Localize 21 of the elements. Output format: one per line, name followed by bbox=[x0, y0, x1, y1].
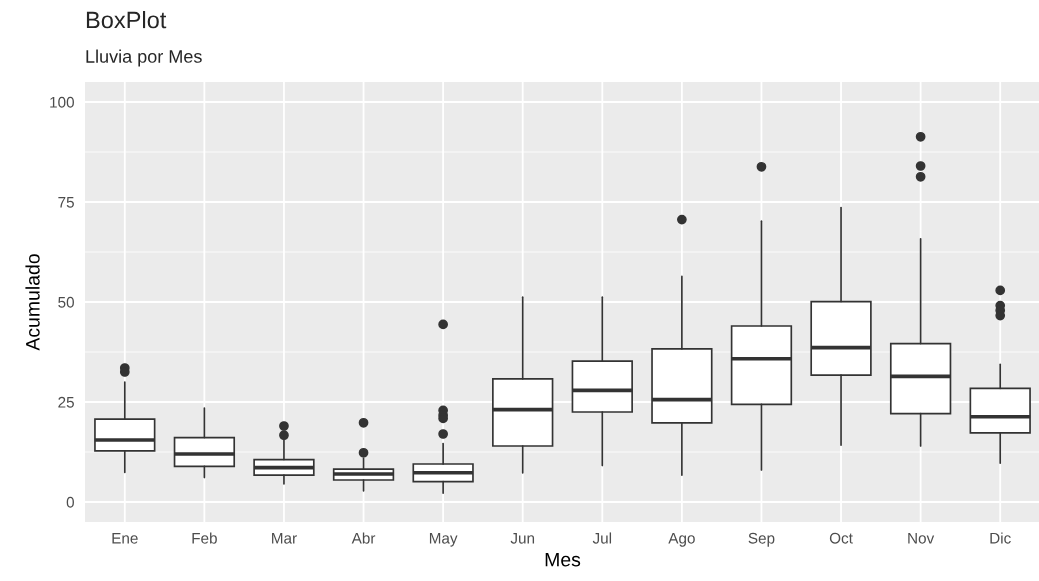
x-tick-label: Oct bbox=[829, 532, 853, 544]
x-tick-label: May bbox=[429, 532, 458, 547]
chart-subtitle: Lluvia por Mes bbox=[86, 49, 202, 67]
x-axis-title: Mes bbox=[545, 552, 581, 567]
x-tick-label: Feb bbox=[192, 532, 217, 544]
x-tick-label: Nov bbox=[908, 532, 935, 544]
x-tick-label: Abr bbox=[351, 532, 376, 544]
y-tick-label: 0 bbox=[66, 496, 74, 508]
y-tick-label: 50 bbox=[58, 296, 74, 308]
y-axis-title: Acumulado bbox=[25, 254, 40, 351]
y-tick-label: 25 bbox=[58, 396, 74, 408]
y-tick-label: 75 bbox=[58, 197, 74, 208]
x-tick-label: Ene bbox=[112, 532, 138, 544]
x-tick-label: Mar bbox=[272, 532, 297, 544]
chart-title: BoxPlot bbox=[86, 11, 167, 29]
x-tick-label: Jul bbox=[592, 532, 612, 544]
x-tick-label: Ago bbox=[668, 532, 695, 547]
x-tick-label: Dic bbox=[990, 532, 1011, 544]
x-tick-label: Sep bbox=[748, 532, 775, 547]
y-tick-label: 100 bbox=[50, 96, 74, 108]
x-tick-label: Jun bbox=[510, 532, 535, 544]
